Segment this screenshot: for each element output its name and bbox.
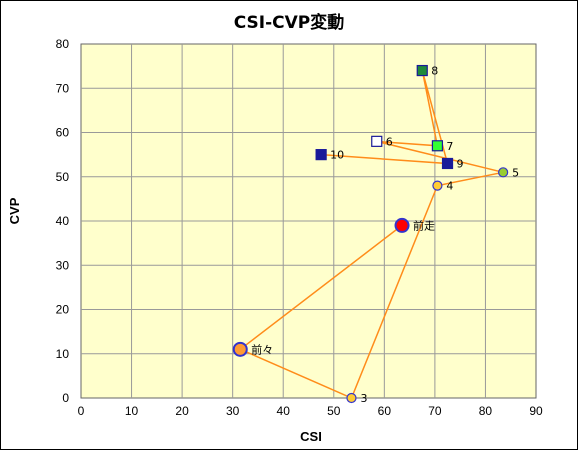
data-markers [232,64,509,404]
data-point-marker [416,64,428,77]
y-tick-label: 50 [56,170,70,184]
tick-labels: 0 10 20 30 40 50 60 70 80 90 0 10 20 30 40 50 60 70 80 [56,37,543,418]
y-tick-label: 10 [56,347,70,361]
data-point-label: 前走 [413,218,435,232]
y-tick-label: 30 [56,258,70,272]
x-tick-label: 80 [479,404,493,418]
x-axis-label: CSI [300,429,322,444]
x-tick-label: 0 [78,404,85,418]
series-line [238,70,504,399]
data-point-marker [394,217,410,233]
y-tick-label: 60 [56,126,70,140]
grid-lines [81,44,536,398]
y-tick-label: 80 [56,37,70,51]
data-point-marker [432,180,443,191]
data-point-label: 7 [446,140,453,153]
chart-title: CSI-CVP変動 [234,12,345,33]
y-tick-label: 20 [56,303,70,317]
y-tick-label: 70 [56,81,70,95]
x-tick-label: 70 [428,404,442,418]
x-tick-label: 30 [226,404,240,418]
data-point-label: 10 [330,149,344,162]
data-point-marker [315,149,327,161]
x-tick-label: 10 [125,404,139,418]
data-point-marker [346,392,357,404]
y-tick-label: 0 [62,391,69,405]
x-tick-label: 60 [378,404,392,418]
data-point-label: 8 [431,65,438,78]
series-path [238,70,504,399]
data-point-label: 5 [512,166,519,179]
data-point-label: 6 [386,135,393,148]
y-tick-label: 40 [56,214,70,228]
data-point-marker [431,140,444,152]
y-axis-label: CVP [7,197,22,224]
data-point-marker [441,157,454,170]
x-tick-label: 90 [529,404,543,418]
data-point-label: 前々 [251,342,273,356]
x-tick-label: 20 [175,404,189,418]
data-point-marker [232,341,248,357]
data-point-marker [371,135,383,147]
data-point-marker [498,167,509,178]
data-point-label: 9 [457,157,464,170]
x-tick-label: 50 [327,404,341,418]
x-tick-label: 40 [277,404,291,418]
data-point-label: 4 [446,180,453,193]
data-point-label: 3 [360,392,367,405]
